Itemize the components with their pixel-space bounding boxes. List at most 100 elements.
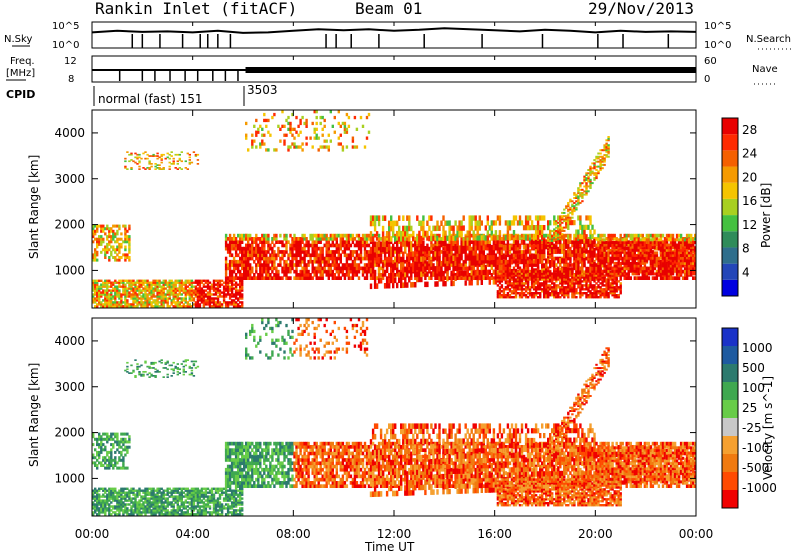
echo-cell	[595, 237, 598, 241]
echo-cell	[476, 230, 479, 236]
echo-cell	[567, 239, 570, 245]
echo-cell	[583, 246, 586, 251]
echo-cell	[504, 244, 508, 250]
echo-cell	[253, 250, 256, 254]
echo-cell	[305, 118, 308, 123]
echo-cell	[116, 291, 119, 294]
echo-cell	[526, 276, 530, 279]
echo-cell	[551, 248, 554, 254]
echo-cell	[104, 248, 107, 252]
echo-cell	[498, 243, 502, 248]
echo-cell	[390, 277, 393, 284]
echo-cell	[120, 301, 123, 304]
echo-cell	[470, 266, 473, 271]
echo-cell	[557, 225, 560, 228]
echo-cell	[468, 245, 471, 251]
echo-cell	[341, 263, 345, 267]
echo-cell	[237, 293, 240, 296]
echo-cell	[567, 205, 570, 208]
echo-cell	[359, 115, 363, 120]
cpid-label: CPID	[6, 88, 35, 101]
echo-cell	[472, 260, 475, 266]
echo-cell	[120, 245, 123, 249]
echo-cell	[347, 240, 351, 244]
echo-cell	[94, 229, 97, 233]
echo-cell	[327, 145, 330, 149]
echo-cell	[541, 253, 544, 259]
echo-cell	[110, 240, 113, 244]
echo-cell	[388, 250, 391, 254]
echo-cell	[361, 273, 365, 277]
echo-cell	[452, 245, 455, 251]
echo-cell	[524, 276, 528, 279]
echo-cell	[450, 225, 453, 231]
echo-cell	[243, 273, 246, 277]
echo-cell	[569, 253, 572, 258]
echo-cell	[333, 237, 336, 241]
echo-cell	[144, 279, 147, 282]
echo-cell	[464, 240, 467, 246]
echo-cell	[444, 269, 447, 274]
echo-cell	[591, 246, 594, 251]
echo-cell	[237, 276, 240, 280]
echo-cell	[583, 274, 586, 277]
echo-cell	[416, 243, 419, 248]
echo-cell	[508, 237, 512, 241]
echo-cell	[124, 237, 127, 241]
echo-cell	[126, 303, 129, 306]
echo-cell	[547, 253, 550, 255]
echo-cell	[204, 285, 208, 288]
echo-cell	[555, 231, 558, 234]
echo-cell	[408, 225, 411, 232]
echo-cell	[232, 259, 236, 264]
echo-cell	[597, 238, 600, 242]
echo-cell	[230, 281, 234, 284]
echo-cell	[599, 274, 602, 277]
echo-cell	[363, 240, 367, 244]
echo-cell	[124, 297, 127, 300]
echo-cell	[261, 237, 264, 241]
echo-cell	[174, 293, 177, 296]
echo-cell	[247, 269, 250, 274]
echo-cell	[265, 233, 268, 238]
echo-cell	[369, 240, 373, 244]
echo-cell	[579, 234, 582, 240]
echo-cell	[245, 233, 248, 238]
echo-cell	[577, 278, 580, 281]
echo-cell	[156, 301, 159, 304]
echo-cell	[140, 283, 143, 286]
echo-cell	[212, 285, 216, 288]
echo-cell	[575, 237, 578, 241]
echo-cell	[178, 167, 181, 169]
echo-cell	[283, 124, 286, 128]
echo-cell	[532, 278, 536, 281]
echo-cell	[146, 167, 149, 169]
echo-cell	[456, 250, 459, 254]
echo-cell	[583, 234, 586, 240]
echo-cell	[333, 130, 336, 134]
echo-cell	[496, 292, 500, 295]
echo-cell	[468, 235, 471, 241]
echo-cell	[100, 235, 103, 239]
echo-cell	[245, 121, 248, 126]
echo-cell	[305, 253, 308, 258]
echo-cell	[170, 299, 173, 302]
echo-cell	[446, 245, 449, 251]
echo-cell	[486, 263, 489, 267]
echo-cell	[146, 283, 149, 286]
echo-cell	[319, 269, 322, 274]
echo-cell	[520, 286, 524, 289]
echo-cell	[522, 263, 526, 267]
echo-cell	[488, 259, 491, 264]
echo-cell	[442, 270, 445, 277]
echo-cell	[230, 240, 234, 244]
echo-cell	[565, 280, 568, 283]
echo-cell	[138, 161, 141, 164]
echo-cell	[436, 281, 439, 287]
echo-cell	[142, 301, 145, 304]
echo-cell	[265, 240, 268, 244]
echo-cell	[579, 243, 582, 248]
echo-cell	[551, 280, 554, 283]
echo-cell	[555, 230, 558, 232]
echo-cell	[587, 290, 590, 293]
